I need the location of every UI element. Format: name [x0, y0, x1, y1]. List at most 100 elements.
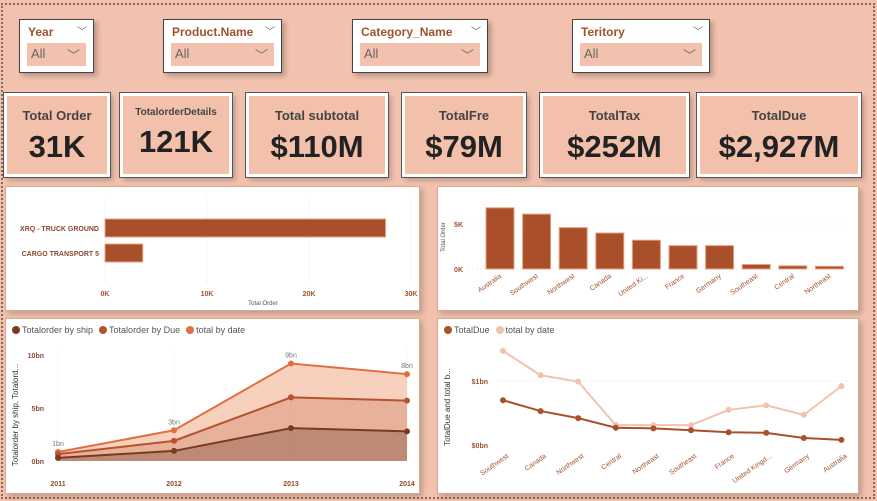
data-point[interactable]: [404, 371, 410, 378]
chevron-down-icon[interactable]: ﹀: [265, 27, 275, 38]
bar[interactable]: [485, 207, 515, 270]
x-category-label: 2012: [166, 481, 182, 488]
data-point[interactable]: [288, 394, 294, 401]
data-point[interactable]: [650, 425, 657, 432]
slicer-value: All: [584, 46, 599, 61]
bar[interactable]: [668, 245, 698, 270]
x-category-label: Northeast: [804, 273, 833, 296]
data-point[interactable]: [537, 408, 544, 415]
kpi-total-subtotal: Total subtotal $110M: [245, 92, 389, 178]
legend-marker-icon: [12, 326, 20, 334]
data-point[interactable]: [612, 424, 619, 431]
x-axis-title: Total Order: [248, 301, 278, 307]
data-point[interactable]: [171, 437, 177, 444]
data-point[interactable]: [404, 397, 410, 404]
y-category-label: XRQ - TRUCK GROUND: [20, 226, 99, 233]
legend-marker-icon: [495, 326, 504, 334]
legend-label: TotalDue: [454, 325, 490, 335]
data-point[interactable]: [288, 425, 294, 432]
series-line[interactable]: [57, 362, 408, 453]
ship-method-bar-chart[interactable]: 0K 10K 20K 30K Total Order XRQ - TRUCK GROUND…: [5, 186, 420, 311]
data-point[interactable]: [288, 360, 294, 367]
y-tick-label: $1bn: [472, 379, 488, 386]
kpi-title: TotalFre: [438, 108, 490, 123]
bar[interactable]: [631, 239, 661, 270]
legend-item[interactable]: Totalorder by Due: [99, 325, 180, 335]
bar[interactable]: [595, 232, 625, 270]
chevron-down-icon[interactable]: ﹀: [77, 27, 87, 38]
bar[interactable]: [705, 245, 735, 270]
y-tick-label: 5K: [454, 222, 463, 229]
data-label: 3bn: [168, 419, 180, 426]
territory-column-chart[interactable]: 0K 5K Total Order Australia Southwest Northwe…: [437, 186, 859, 311]
series-line[interactable]: [502, 350, 843, 427]
slicer-category-name[interactable]: Category_Name ﹀ All ﹀: [352, 19, 488, 73]
data-point[interactable]: [838, 436, 845, 443]
slicer-dropdown[interactable]: All ﹀: [360, 43, 480, 66]
x-category-label: 2014: [399, 481, 415, 488]
bar[interactable]: [104, 218, 386, 238]
y-axis-title: Total Order: [441, 222, 447, 252]
y-tick-label: 0bn: [32, 459, 44, 466]
x-category-label: Canada: [524, 453, 548, 473]
bar[interactable]: [741, 264, 771, 270]
data-point[interactable]: [838, 383, 845, 390]
data-point[interactable]: [763, 402, 770, 409]
data-point[interactable]: [171, 447, 177, 454]
data-point[interactable]: [55, 454, 61, 461]
bar[interactable]: [558, 227, 588, 270]
slicer-dropdown[interactable]: All ﹀: [27, 43, 86, 66]
legend-item[interactable]: total by date: [186, 325, 245, 335]
orders-by-year-area-chart[interactable]: Totalorder by ship Totalorder by Due tot…: [5, 318, 420, 494]
slicer-year[interactable]: Year ﹀ All ﹀: [19, 19, 94, 73]
data-point[interactable]: [800, 434, 807, 441]
bar[interactable]: [814, 265, 844, 270]
legend-item[interactable]: TotalDue: [444, 325, 490, 335]
report-canvas: [1, 3, 875, 499]
slicer-dropdown[interactable]: All ﹀: [580, 43, 702, 66]
kpi-total-order-details: TotalorderDetails 121K: [119, 92, 233, 178]
series-line[interactable]: [502, 399, 842, 441]
data-point[interactable]: [725, 429, 732, 436]
slicer-dropdown[interactable]: All ﹀: [171, 43, 274, 66]
x-tick-label: 10K: [201, 291, 214, 298]
x-category-label: Australia: [477, 273, 503, 294]
y-category-label: CARGO TRANSPORT 5: [22, 251, 100, 258]
series-line[interactable]: [57, 427, 408, 459]
legend-item[interactable]: Totalorder by ship: [12, 325, 93, 335]
legend-item[interactable]: total by date: [495, 325, 555, 335]
data-point[interactable]: [500, 397, 506, 404]
kpi-total-tax: TotalTax $252M: [539, 92, 690, 178]
data-point[interactable]: [725, 406, 732, 413]
data-point[interactable]: [575, 378, 582, 385]
data-label: 9bn: [285, 352, 297, 359]
data-point[interactable]: [800, 411, 807, 418]
slicer-value: All: [364, 46, 379, 61]
x-category-label: Southwest: [509, 273, 540, 298]
data-point[interactable]: [537, 372, 544, 379]
slicer-value: All: [175, 46, 190, 61]
data-point[interactable]: [171, 427, 177, 434]
x-category-label: Southwest: [479, 453, 510, 478]
data-point[interactable]: [688, 422, 694, 429]
data-point[interactable]: [763, 429, 770, 436]
chevron-down-icon[interactable]: ﹀: [693, 27, 703, 38]
kpi-value: 31K: [28, 129, 86, 164]
slicer-teritory[interactable]: Teritory ﹀ All ﹀: [572, 19, 710, 73]
data-point[interactable]: [575, 415, 582, 422]
x-category-label: Central: [773, 273, 796, 292]
x-category-label: France: [664, 273, 686, 291]
bar[interactable]: [778, 265, 808, 270]
series-line[interactable]: [57, 396, 408, 456]
data-point[interactable]: [688, 427, 694, 434]
x-category-label: 2013: [283, 481, 299, 488]
due-by-territory-line-chart[interactable]: TotalDue total by date $0bn $1bn TotalDue …: [437, 318, 859, 494]
legend-label: total by date: [196, 325, 246, 335]
bar[interactable]: [522, 213, 552, 270]
data-point[interactable]: [404, 428, 410, 435]
chevron-down-icon[interactable]: ﹀: [471, 27, 481, 38]
legend-marker-icon: [99, 326, 108, 334]
data-point[interactable]: [500, 347, 506, 354]
bar[interactable]: [104, 243, 144, 263]
slicer-product-name[interactable]: Product.Name ﹀ All ﹀: [163, 19, 282, 73]
